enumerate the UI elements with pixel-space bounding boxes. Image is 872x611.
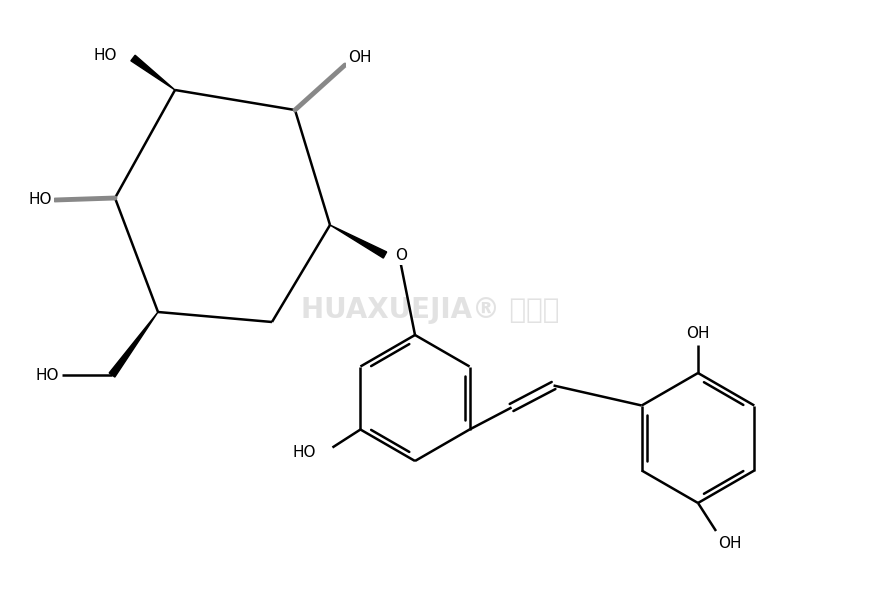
Text: HO: HO (293, 445, 317, 460)
Text: O: O (395, 247, 407, 263)
Polygon shape (109, 312, 158, 377)
Text: OH: OH (348, 49, 371, 65)
Text: HO: HO (93, 48, 117, 62)
Polygon shape (330, 225, 386, 258)
Text: HUAXUEJIA® 化学加: HUAXUEJIA® 化学加 (301, 296, 559, 324)
Text: OH: OH (718, 535, 741, 551)
Text: HO: HO (29, 192, 52, 208)
Text: HO: HO (36, 367, 59, 382)
Text: OH: OH (686, 326, 710, 340)
Polygon shape (131, 55, 175, 90)
